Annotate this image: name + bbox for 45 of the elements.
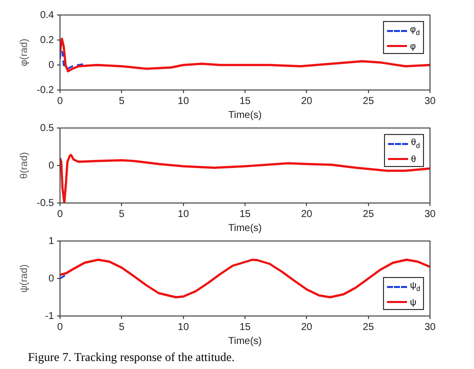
x-tick-label: 25 <box>362 96 374 107</box>
legend-label: θ$_{d}$ <box>411 136 420 152</box>
x-tick-label: 5 <box>118 208 125 220</box>
y-tick-label: 0 <box>48 60 54 71</box>
x-tick-label: 20 <box>301 322 313 333</box>
x-tick-label: 20 <box>301 208 313 220</box>
legend-label: ψ <box>410 296 416 308</box>
x-tick-label: 30 <box>424 322 436 333</box>
y-tick-label: 0.4 <box>40 10 54 21</box>
y-tick-label: 0.2 <box>40 34 54 46</box>
x-tick-label: 15 <box>239 96 251 107</box>
x-tick-label: 5 <box>118 322 125 333</box>
x-tick-label: 25 <box>362 322 374 333</box>
x-tick-label: 30 <box>424 96 436 107</box>
y-tick-label: -0.2 <box>36 84 54 96</box>
x-tick-label: 10 <box>178 322 190 333</box>
x-tick-label: 0 <box>57 96 64 107</box>
x-axis-title: Time(s) <box>228 336 262 347</box>
y-tick-label: -0.5 <box>36 198 54 209</box>
x-tick-label: 0 <box>57 322 64 333</box>
y-axis-title: θ(rad) <box>18 152 30 179</box>
legend-label: θ <box>411 152 416 165</box>
x-tick-label: 5 <box>118 96 125 107</box>
x-tick-label: 10 <box>178 96 190 107</box>
y-tick-label: 1 <box>48 236 54 247</box>
x-tick-label: 15 <box>239 208 251 220</box>
y-tick-label: 0.5 <box>40 122 54 134</box>
y-tick-label: 0 <box>48 273 54 284</box>
legend-label: φ$_{d}$ <box>410 23 420 39</box>
x-tick-label: 20 <box>301 96 313 107</box>
legend-label: φ <box>410 40 416 52</box>
y-tick-label: 0 <box>48 160 54 172</box>
x-tick-label: 15 <box>239 322 251 333</box>
x-tick-label: 25 <box>362 208 374 220</box>
caption: Figure 7. Tracking response of the attitude. <box>28 350 235 365</box>
y-tick-label: -1 <box>45 310 54 322</box>
x-tick-label: 0 <box>57 208 64 220</box>
x-tick-label: 10 <box>178 208 190 220</box>
x-tick-label: 30 <box>424 208 436 220</box>
y-axis-title: ψ(rad) <box>18 264 30 293</box>
legend-label: ψ$_{d}$ <box>410 279 420 295</box>
y-axis-title: φ(rad) <box>18 38 30 66</box>
line-series <box>60 49 86 70</box>
x-axis-title: Time(s) <box>228 110 262 121</box>
x-axis-title: Time(s) <box>228 222 262 234</box>
